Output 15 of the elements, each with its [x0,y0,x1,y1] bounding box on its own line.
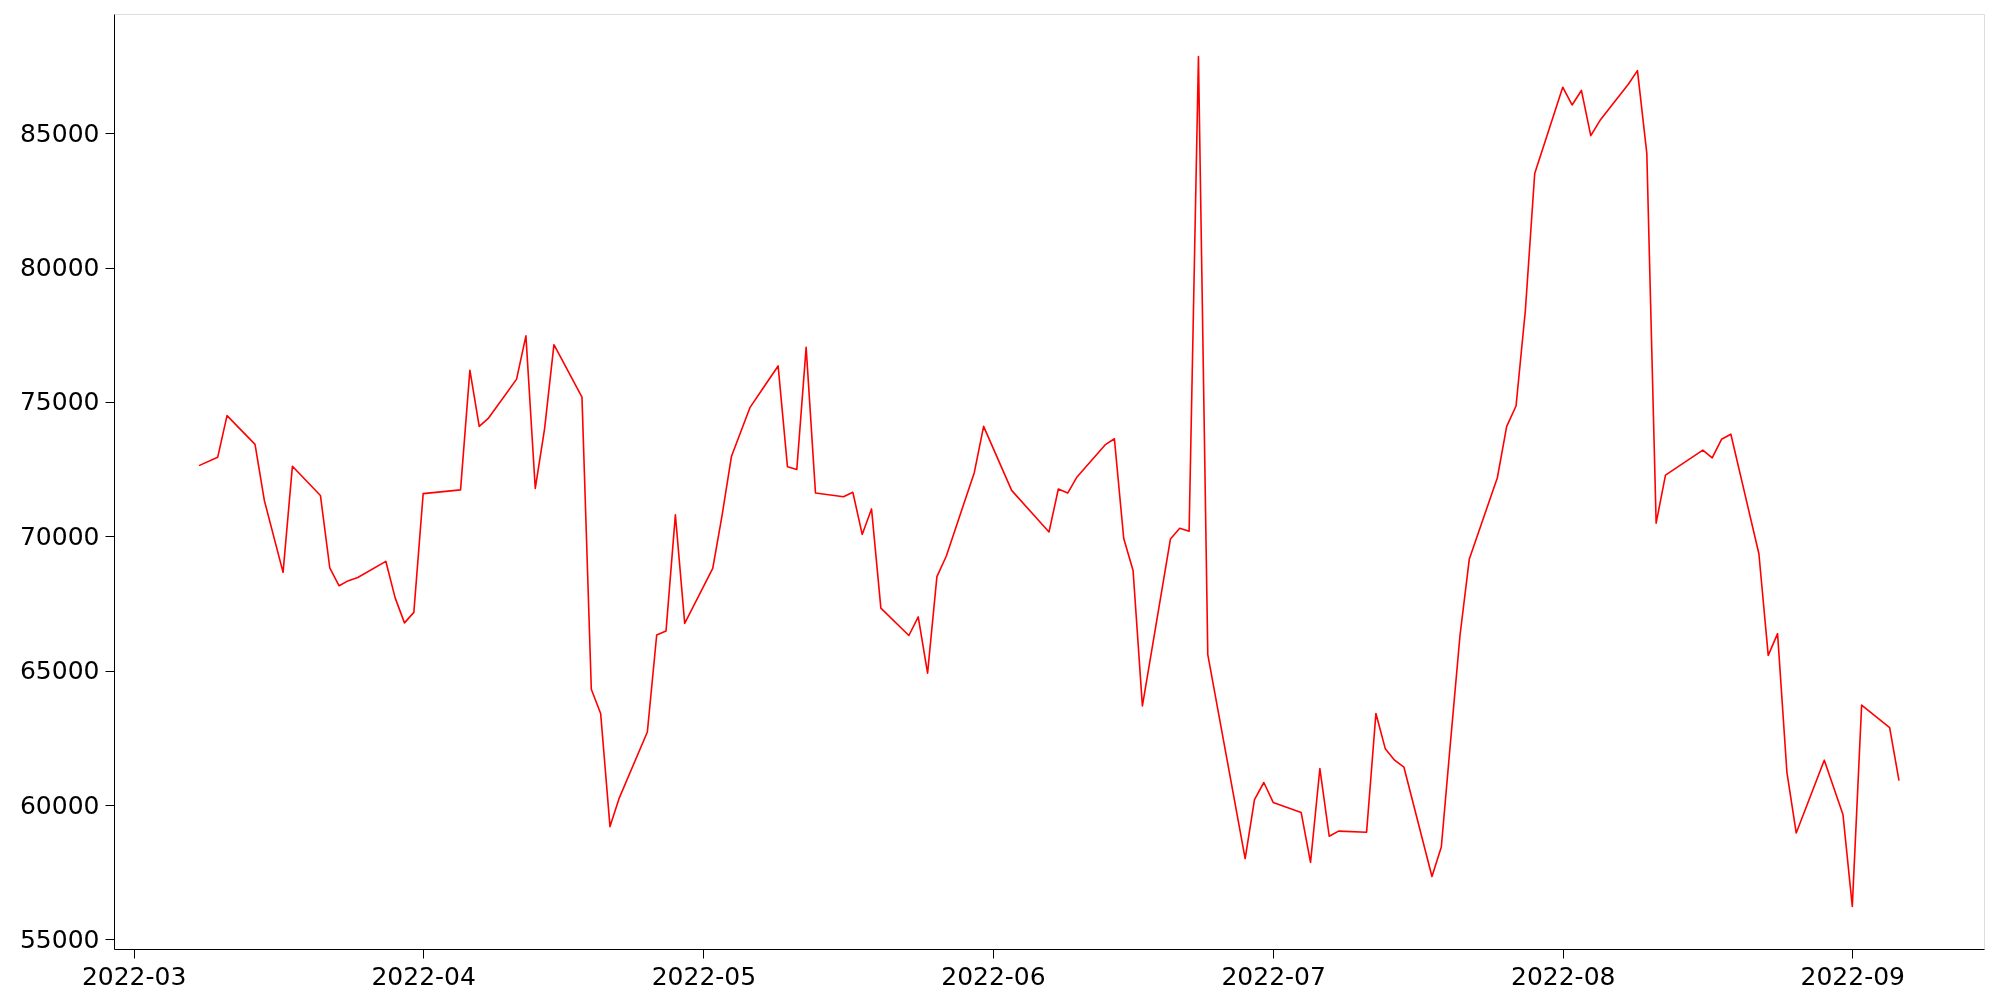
line-series [198,55,1900,908]
x-tick-label: 2022-09 [1800,961,1906,991]
y-tick-label: 60000 [19,790,100,820]
x-tick-label: 2022-04 [371,961,476,991]
y-tick-label: 85000 [19,118,100,148]
y-tick-label: 80000 [19,253,100,283]
y-tick-label: 55000 [19,924,100,954]
y-tick-label: 70000 [19,521,100,551]
x-tick-label: 2022-05 [651,961,757,991]
x-tick-label: 2022-08 [1511,961,1616,991]
x-tick-label: 2022-07 [1221,961,1326,991]
x-tick-label: 2022-03 [81,961,187,991]
y-tick-label: 65000 [19,656,100,686]
x-tick-label: 2022-06 [941,961,1046,991]
y-tick-label: 75000 [19,387,100,417]
